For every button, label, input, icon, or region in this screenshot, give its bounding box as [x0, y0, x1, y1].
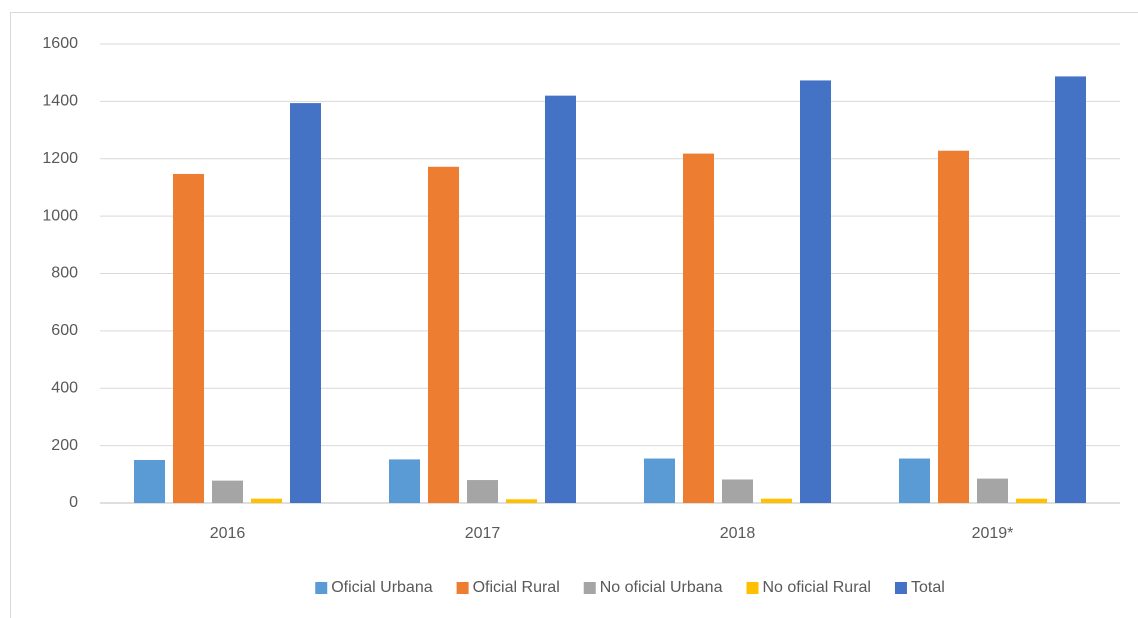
- bar: [428, 166, 459, 503]
- y-tick-label: 0: [69, 494, 78, 511]
- chart-frame: [10, 12, 1138, 618]
- x-tick-label: 2019*: [972, 525, 1014, 542]
- y-tick-label: 1400: [42, 93, 78, 110]
- bar: [722, 479, 753, 503]
- bar: [1055, 76, 1086, 504]
- legend-label: Oficial Rural: [473, 579, 560, 596]
- bar: [977, 478, 1008, 503]
- bar: [173, 173, 204, 503]
- bar: [761, 498, 792, 503]
- bar: [800, 80, 831, 503]
- legend-swatch: [315, 582, 328, 594]
- y-tick-label: 1600: [42, 35, 78, 52]
- y-tick-label: 800: [51, 265, 78, 282]
- bar: [467, 480, 498, 503]
- x-tick-label: 2016: [210, 525, 246, 542]
- bar: [506, 499, 537, 503]
- legend-swatch: [746, 582, 759, 594]
- bar: [1016, 498, 1047, 503]
- y-tick-label: 1200: [42, 150, 78, 167]
- y-tick-label: 200: [51, 437, 78, 454]
- legend-swatch: [456, 582, 469, 594]
- bar: [134, 459, 165, 503]
- legend-swatch: [583, 582, 596, 594]
- bar: [290, 103, 321, 503]
- bar: [644, 458, 675, 503]
- y-tick-label: 1000: [42, 207, 78, 224]
- x-tick-label: 2018: [720, 525, 756, 542]
- bar: [212, 480, 243, 503]
- y-tick-label: 400: [51, 379, 78, 396]
- y-tick-label: 600: [51, 322, 78, 339]
- bar: [938, 150, 969, 503]
- bar: [389, 459, 420, 503]
- bar: [683, 153, 714, 503]
- bar: [251, 498, 282, 503]
- bar: [545, 95, 576, 503]
- legend-label: No oficial Rural: [762, 579, 870, 596]
- legend-label: No oficial Urbana: [600, 579, 723, 596]
- legend-label: Total: [911, 579, 945, 596]
- x-tick-label: 2017: [465, 525, 501, 542]
- legend-swatch: [894, 582, 907, 594]
- bar: [899, 458, 930, 503]
- legend-label: Oficial Urbana: [331, 579, 432, 596]
